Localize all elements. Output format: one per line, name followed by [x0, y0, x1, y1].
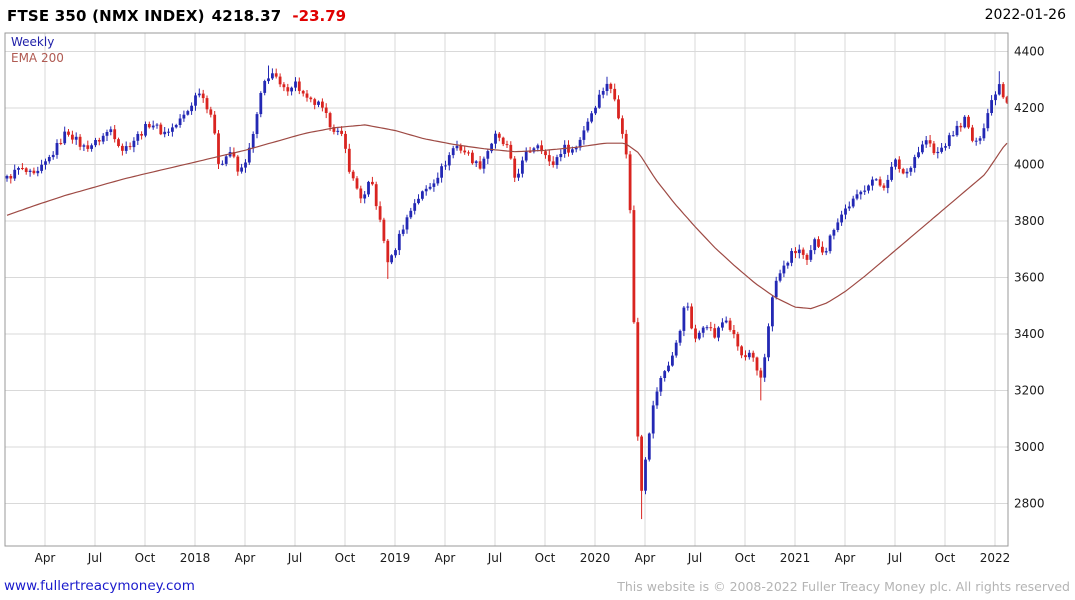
svg-text:Oct: Oct [135, 551, 156, 565]
site-link[interactable]: www.fullertreacymoney.com [4, 578, 195, 594]
price-change: -23.79 [292, 7, 347, 25]
svg-text:4400: 4400 [1014, 44, 1045, 58]
svg-text:Apr: Apr [635, 551, 656, 565]
instrument-title: FTSE 350 (NMX INDEX) [7, 7, 205, 25]
quote-date: 2022-01-26 [984, 7, 1066, 23]
svg-text:3400: 3400 [1014, 327, 1045, 341]
svg-text:4200: 4200 [1014, 101, 1045, 115]
svg-text:Oct: Oct [335, 551, 356, 565]
svg-text:3800: 3800 [1014, 214, 1045, 228]
svg-text:2022: 2022 [980, 551, 1011, 565]
svg-text:Jul: Jul [87, 551, 102, 565]
svg-text:2018: 2018 [180, 551, 211, 565]
candlestick-chart: 4400 4200 4000 3800 3600 3400 3200 3000 2800 Apr J… [4, 32, 1045, 565]
svg-text:4000: 4000 [1014, 157, 1045, 171]
svg-text:2021: 2021 [780, 551, 811, 565]
svg-text:Jul: Jul [487, 551, 502, 565]
svg-text:3200: 3200 [1014, 384, 1045, 398]
svg-text:Oct: Oct [935, 551, 956, 565]
svg-text:2019: 2019 [380, 551, 411, 565]
last-price: 4218.37 [211, 7, 282, 25]
svg-text:Oct: Oct [535, 551, 556, 565]
chart-area: 4400 4200 4000 3800 3600 3400 3200 3000 2800 Apr J… [0, 30, 1075, 575]
svg-text:Apr: Apr [435, 551, 456, 565]
svg-text:3000: 3000 [1014, 440, 1045, 454]
chart-header: FTSE 350 (NMX INDEX) 4218.37 -23.79 2022-0… [0, 0, 1075, 30]
svg-text:Apr: Apr [835, 551, 856, 565]
timeframe-label: Weekly [11, 35, 55, 49]
ema-legend-label: EMA 200 [11, 51, 64, 65]
svg-text:Apr: Apr [235, 551, 256, 565]
svg-text:Oct: Oct [735, 551, 756, 565]
svg-text:Jul: Jul [887, 551, 902, 565]
svg-text:3600: 3600 [1014, 271, 1045, 285]
svg-text:Apr: Apr [35, 551, 56, 565]
svg-text:Jul: Jul [287, 551, 302, 565]
footer: www.fullertreacymoney.com This website i… [0, 573, 1075, 600]
svg-text:2020: 2020 [580, 551, 611, 565]
svg-text:2800: 2800 [1014, 497, 1045, 511]
svg-text:Jul: Jul [687, 551, 702, 565]
copyright-text: This website is © 2008-2022 Fuller Treac… [617, 579, 1070, 594]
